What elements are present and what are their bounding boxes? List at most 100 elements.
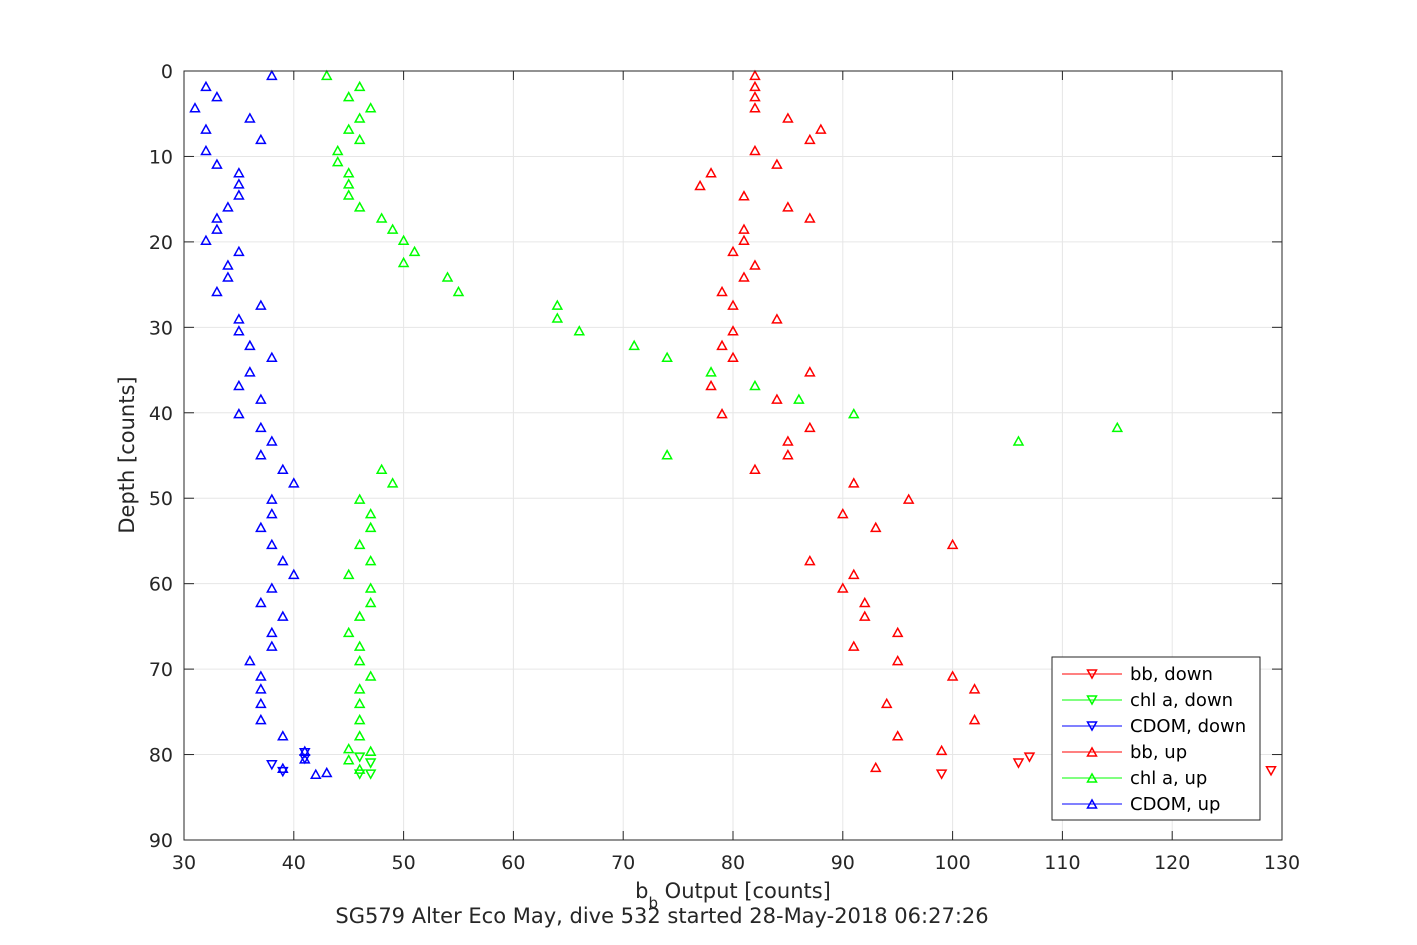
x-tick-label: 40	[282, 852, 306, 874]
x-tick-label: 80	[721, 852, 745, 874]
data-point	[386, 223, 399, 234]
data-point	[694, 179, 706, 191]
data-point	[782, 201, 794, 212]
data-point	[353, 654, 366, 666]
data-point	[891, 654, 904, 666]
x-axis-label-main: b	[635, 879, 648, 903]
data-point	[551, 312, 564, 323]
data-point	[749, 102, 761, 113]
data-point	[353, 80, 366, 92]
y-tick-label: 30	[149, 317, 173, 339]
data-point	[331, 155, 344, 167]
data-point	[771, 158, 783, 169]
data-point	[628, 339, 640, 351]
data-point	[277, 730, 289, 741]
data-point	[320, 766, 333, 778]
data-point	[244, 339, 256, 351]
data-point	[222, 271, 234, 282]
data-point	[1111, 421, 1124, 433]
data-point	[266, 508, 278, 519]
data-point	[738, 223, 750, 234]
data-point	[342, 167, 355, 178]
data-point	[266, 69, 278, 81]
x-tick-label: 60	[501, 852, 525, 874]
data-point	[342, 568, 355, 580]
data-point	[441, 271, 454, 282]
data-point	[353, 493, 366, 504]
data-point	[848, 568, 860, 580]
data-point	[727, 351, 739, 363]
data-point	[1012, 758, 1025, 769]
data-point	[189, 102, 201, 113]
data-point	[353, 697, 366, 709]
legend-marker	[1086, 695, 1098, 706]
data-point	[858, 596, 871, 608]
data-point	[266, 640, 278, 651]
legend-marker	[1086, 721, 1098, 732]
data-point	[880, 697, 893, 709]
data-point	[255, 393, 267, 404]
x-tick-label: 110	[1044, 852, 1080, 874]
x-axis-label-rest: Output [counts]	[658, 879, 831, 903]
data-point	[968, 683, 981, 694]
data-point	[353, 769, 366, 780]
data-point	[233, 408, 245, 419]
data-point	[342, 189, 355, 200]
data-point	[364, 745, 377, 756]
data-point	[364, 758, 377, 769]
data-point	[222, 201, 234, 212]
data-point	[342, 626, 355, 638]
data-series	[189, 69, 1277, 780]
data-point	[793, 393, 805, 404]
data-point	[848, 477, 860, 488]
data-point	[277, 762, 289, 774]
x-tick-label: 130	[1264, 852, 1300, 874]
data-point	[935, 769, 948, 780]
data-point	[299, 748, 311, 759]
data-point	[1023, 752, 1036, 763]
data-point	[364, 596, 377, 608]
data-point	[749, 91, 761, 102]
legend-entries: bb, down chl a, down CDOM, down bb, up chl a…	[1062, 664, 1246, 815]
data-point	[364, 582, 377, 593]
data-point	[211, 158, 223, 169]
data-point	[211, 223, 223, 234]
x-tick-label: 50	[392, 852, 416, 874]
data-point	[200, 123, 212, 134]
data-point	[255, 683, 267, 694]
legend-label: chl a, down	[1130, 690, 1233, 711]
y-tick-label: 90	[149, 830, 173, 852]
data-point	[233, 167, 245, 178]
data-point	[804, 555, 816, 566]
data-point	[255, 521, 267, 533]
data-point	[804, 366, 816, 377]
data-point	[749, 463, 761, 474]
data-point	[749, 69, 761, 81]
y-tick-label: 60	[149, 574, 173, 596]
data-point	[738, 234, 750, 245]
legend-box	[1051, 656, 1261, 821]
legend-label: bb, up	[1130, 742, 1187, 763]
data-point	[353, 683, 366, 694]
data-point	[946, 670, 959, 681]
x-tick-label: 90	[831, 852, 855, 874]
y-tick-labels: 0 10 20 30 40 50 60 70 80 90	[149, 61, 173, 852]
data-point	[211, 212, 223, 223]
data-point	[1265, 765, 1277, 777]
y-tick-label: 80	[149, 745, 173, 767]
series-cdom-up	[189, 69, 333, 780]
data-point	[255, 449, 267, 460]
data-point	[255, 713, 267, 725]
data-point	[266, 582, 278, 593]
data-point	[353, 730, 366, 741]
data-point	[244, 654, 256, 666]
x-tick-labels: 30 40 50 60 70 80 90 100 110 120 130	[172, 852, 1300, 874]
data-point	[342, 123, 355, 134]
data-point	[815, 123, 827, 134]
data-point	[573, 325, 586, 336]
data-point	[749, 144, 761, 156]
data-point	[1012, 435, 1025, 446]
data-point	[848, 408, 860, 419]
data-point	[804, 212, 816, 223]
y-axis-label: Depth [counts]	[115, 376, 139, 533]
